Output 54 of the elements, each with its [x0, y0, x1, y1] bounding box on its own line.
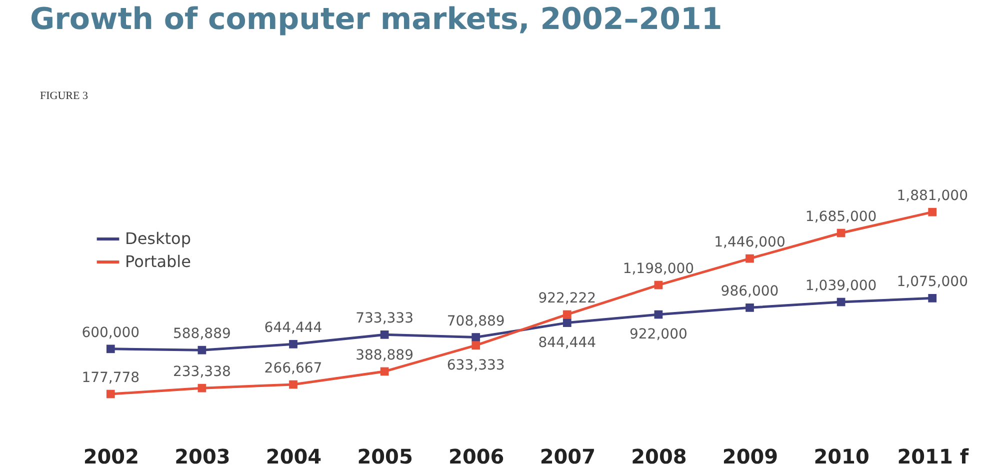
x-tick-label: 2004	[266, 444, 322, 468]
data-label: 388,889	[356, 347, 414, 364]
data-label: 1,685,000	[805, 209, 877, 226]
legend-label: Desktop	[125, 229, 191, 248]
data-label: 233,338	[172, 364, 231, 380]
data-label: 633,333	[446, 357, 505, 374]
data-label: 986,000	[720, 284, 779, 300]
point	[928, 208, 937, 216]
point	[106, 344, 115, 354]
point	[836, 298, 846, 306]
x-tick-label: 2007	[540, 444, 596, 468]
data-label: 708,889	[446, 313, 505, 330]
point	[380, 367, 389, 376]
data-label: 1,198,000	[622, 261, 694, 278]
data-label: 1,075,000	[896, 274, 968, 290]
legend-label: Portable	[125, 252, 191, 271]
point	[562, 318, 572, 327]
x-tick-label: 2003	[174, 444, 230, 468]
data-label: 733,333	[356, 310, 414, 327]
data-label: 588,889	[172, 326, 231, 342]
point	[746, 254, 754, 263]
chart-title: Growth of computer markets, 2002–2011	[30, 2, 722, 37]
point	[654, 280, 663, 290]
point	[472, 333, 480, 342]
caption: FIGURE 3	[40, 90, 88, 102]
data-label: 177,778	[82, 370, 140, 386]
point	[654, 310, 663, 319]
point	[380, 330, 389, 339]
data-label: 844,444	[538, 334, 596, 351]
x-tick-label: 2011 f	[897, 444, 969, 468]
data-label: 600,000	[82, 324, 140, 341]
x-tick-label: 2009	[722, 444, 778, 468]
point	[198, 346, 206, 354]
data-label: 1,446,000	[714, 234, 786, 251]
data-label: 1,039,000	[805, 278, 877, 294]
data-label: 266,667	[264, 360, 322, 377]
data-label: 922,000	[629, 326, 688, 343]
x-tick-label: 2006	[448, 444, 504, 468]
point	[289, 340, 298, 348]
data-label: 1,881,000	[896, 188, 968, 204]
point	[106, 390, 115, 398]
point	[836, 228, 846, 238]
x-tick-label: 2002	[83, 444, 139, 468]
point	[928, 294, 937, 302]
x-tick-label: 2005	[357, 444, 413, 468]
x-tick-label: 2010	[814, 444, 870, 468]
data-label: 644,444	[264, 320, 322, 336]
point	[472, 341, 480, 350]
point	[746, 303, 754, 312]
x-tick-label: 2008	[631, 444, 687, 468]
point	[562, 310, 572, 319]
point	[289, 380, 298, 389]
point	[198, 384, 206, 392]
data-label: 922,222	[538, 290, 596, 306]
